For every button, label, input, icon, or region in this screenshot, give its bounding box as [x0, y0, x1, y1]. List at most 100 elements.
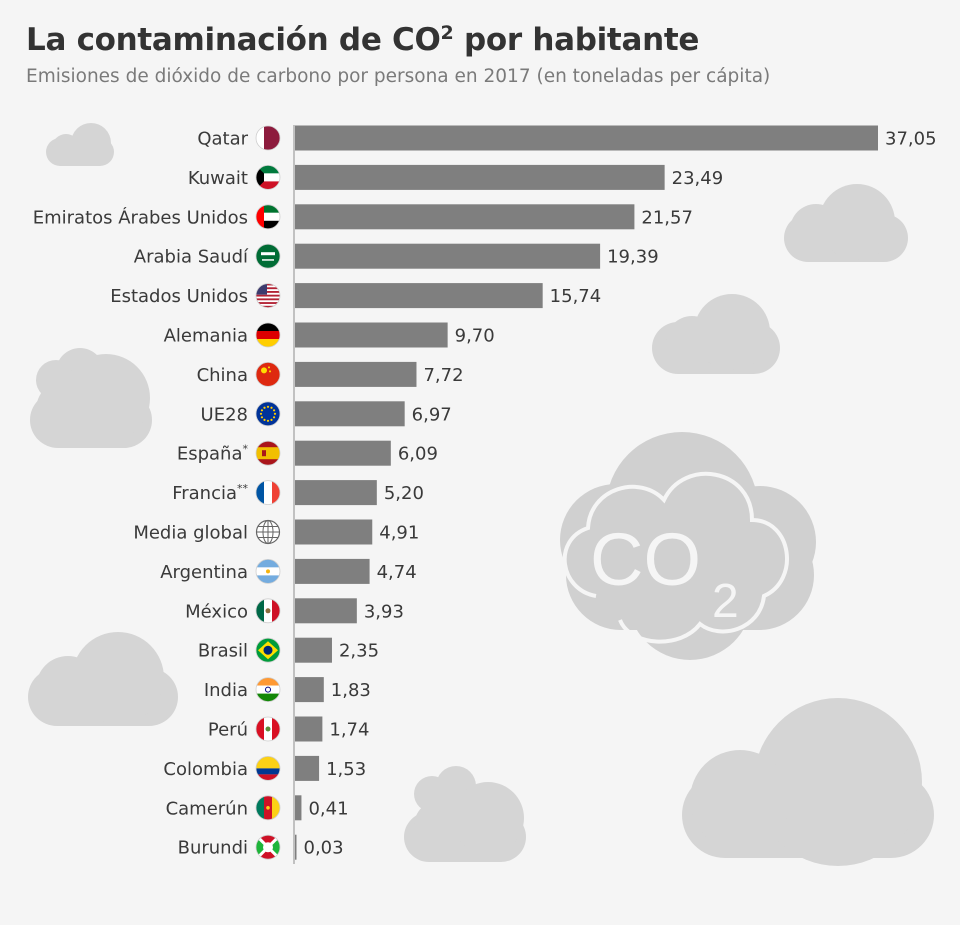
bar-row: Alemania 9,70	[164, 322, 495, 348]
chart-title-tail: por habitante	[453, 22, 700, 58]
flag-colombia-icon	[255, 756, 281, 781]
bar	[295, 637, 332, 663]
category-label: España*	[177, 443, 249, 465]
flag-uae-icon	[255, 204, 281, 230]
category-label: Qatar	[197, 129, 248, 150]
value-label: 23,49	[672, 168, 724, 189]
cloud-icon	[784, 184, 908, 262]
value-label: 1,83	[331, 680, 371, 701]
bar	[295, 322, 448, 348]
bar-row: España* 6,09	[177, 440, 438, 466]
bar-row: India 1,83	[204, 677, 371, 703]
value-label: 37,05	[885, 129, 937, 150]
flag-kuwait-icon	[255, 164, 281, 190]
cloud-icon	[28, 632, 178, 726]
category-label: Emiratos Árabes Unidos	[33, 206, 248, 228]
value-label: 6,97	[412, 404, 452, 425]
bar-row: Qatar 37,05	[197, 125, 937, 151]
category-label: Francia**	[172, 482, 248, 504]
category-label: Perú	[208, 720, 248, 741]
value-label: 15,74	[550, 286, 602, 307]
flag-brazil-icon	[255, 637, 281, 663]
category-label: Arabia Saudí	[134, 247, 249, 268]
flag-india-icon	[255, 677, 281, 702]
co2-cloud-icon: CO 2	[560, 432, 816, 660]
bar-row: Arabia Saudí 19,39	[134, 243, 659, 269]
co2-subscript: 2	[712, 575, 739, 628]
bar-row: Emiratos Árabes Unidos 21,57	[33, 204, 693, 230]
bar	[295, 716, 323, 742]
flag-eu-icon	[255, 401, 281, 427]
bar	[295, 677, 324, 703]
bar	[295, 204, 635, 230]
value-label: 6,09	[398, 444, 438, 465]
bar-row: Kuwait 23,49	[188, 164, 724, 190]
value-label: 9,70	[455, 326, 495, 347]
flag-france-icon	[255, 480, 281, 506]
bar	[295, 480, 377, 506]
cloud-icon	[46, 123, 114, 166]
bar-row: Brasil 2,35	[198, 637, 379, 663]
category-label: Media global	[133, 523, 248, 544]
footnote-mark: *	[243, 443, 249, 456]
category-label: Burundi	[178, 838, 248, 859]
bar-row: Argentina 4,74	[160, 558, 417, 584]
bar	[295, 243, 601, 269]
cloud-icon	[652, 294, 780, 374]
category-label: India	[204, 680, 248, 701]
value-label: 3,93	[364, 601, 404, 622]
footer-bar	[150, 918, 270, 924]
bar	[295, 755, 320, 781]
value-label: 7,72	[423, 365, 463, 386]
bar-row: México 3,93	[185, 598, 404, 624]
bar	[295, 558, 370, 584]
category-label: Kuwait	[188, 168, 248, 189]
flag-usa-icon	[255, 283, 281, 309]
category-label: Alemania	[164, 326, 248, 347]
flag-germany-icon	[255, 322, 281, 348]
flag-spain-icon	[255, 440, 281, 466]
flag-mexico-icon	[255, 598, 281, 624]
flag-peru-icon	[255, 716, 281, 742]
bar-row: Camerún 0,41	[166, 795, 349, 821]
category-label: UE28	[201, 404, 248, 425]
globe-icon	[255, 519, 281, 545]
footnote-mark: **	[237, 482, 249, 495]
flag-argentina-icon	[255, 559, 281, 584]
flag-china-icon	[255, 361, 281, 387]
bar-row: China 7,72	[197, 361, 464, 387]
value-label: 0,03	[304, 838, 344, 859]
bar	[295, 795, 302, 821]
category-label: China	[197, 365, 248, 386]
bar	[295, 519, 373, 545]
cloud-icon	[30, 348, 152, 448]
value-label: 4,91	[379, 523, 419, 544]
bar-row: Colombia 1,53	[163, 755, 366, 781]
flag-cameroon-icon	[255, 795, 281, 821]
bar-row: Burundi 0,03	[178, 834, 344, 860]
category-label: Camerún	[166, 798, 248, 819]
bar	[295, 440, 391, 466]
flag-qatar-icon	[255, 125, 281, 151]
value-label: 1,74	[329, 720, 369, 741]
bar	[295, 361, 417, 387]
cloud-icon	[682, 698, 934, 866]
flag-saudi-arabia-icon	[255, 243, 281, 269]
value-label: 2,35	[339, 641, 379, 662]
category-label: Colombia	[163, 759, 248, 780]
bar-row: Media global 4,91	[133, 519, 419, 545]
category-label: México	[185, 601, 248, 622]
value-label: 4,74	[377, 562, 417, 583]
cloud-icon	[404, 766, 526, 862]
flag-burundi-icon	[255, 834, 281, 860]
chart-title-text: La contaminación de CO	[26, 22, 441, 58]
bar	[295, 834, 297, 860]
category-label: Estados Unidos	[110, 286, 248, 307]
bar	[295, 164, 665, 190]
bar	[295, 125, 878, 151]
value-label: 21,57	[641, 207, 693, 228]
value-label: 19,39	[607, 247, 659, 268]
bar-row: UE28 6,97	[201, 401, 452, 427]
bar	[295, 283, 543, 309]
